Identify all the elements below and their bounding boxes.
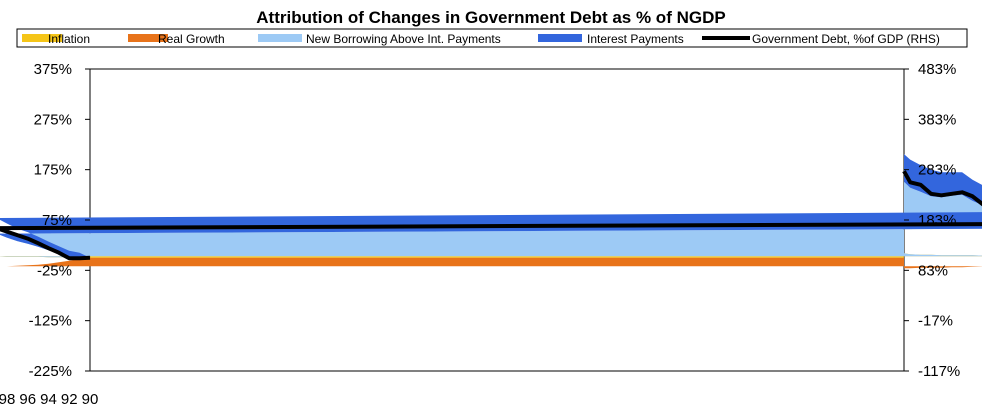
y-left-tick-label: 275% (34, 111, 72, 128)
x-tick-label: 96 (19, 391, 36, 408)
legend-swatch-new-borrowing-above-int-payments (258, 34, 302, 42)
y-axis-left: 375% 275% 175% 75% -25% -125% -225% (29, 61, 90, 380)
y-left-tick-label: -225% (29, 363, 72, 380)
y-left-tick-label: -125% (29, 313, 72, 330)
legend-label-interest-payments: Interest Payments (587, 32, 684, 46)
y-left-tick-label: 75% (42, 212, 72, 229)
y-left-tick-label: 175% (34, 162, 72, 179)
plot-area (0, 68, 982, 372)
y-right-tick-label: 483% (918, 61, 956, 78)
y-right-tick-label: 183% (918, 212, 956, 229)
x-tick-label: 92 (61, 391, 78, 408)
area-interest-payments (0, 154, 982, 258)
legend-swatch-interest-payments (538, 34, 582, 42)
x-tick-label: 94 (40, 391, 57, 408)
y-right-tick-label: 283% (918, 162, 956, 179)
legend-label-new-borrowing-above-int-payments: New Borrowing Above Int. Payments (306, 32, 501, 46)
y-axis-right: 483% 383% 283% 183% 83% -17% -117% (904, 61, 960, 380)
y-right-tick-label: 83% (918, 262, 948, 279)
legend-label-real-growth: Real Growth (158, 32, 225, 46)
area-layer (0, 154, 982, 269)
y-left-tick-label: 375% (34, 61, 72, 78)
area-real-growth (0, 257, 982, 269)
chart-title: Attribution of Changes in Government Deb… (256, 8, 725, 27)
line-government-debt-of-gdp-rhs (0, 170, 982, 261)
area-new-borrowing-above-int-payments (0, 181, 982, 258)
y-right-tick-label: 383% (918, 111, 956, 128)
legend: Inflation Real Growth New Borrowing Above … (16, 28, 968, 48)
x-axis: 9092949698000204060810 (0, 391, 98, 408)
y-right-tick-label: -17% (918, 313, 953, 330)
legend-swatch-real-growth (128, 34, 168, 42)
x-tick-label: 90 (82, 391, 99, 408)
y-right-tick-label: -117% (918, 363, 960, 380)
legend-swatch-inflation (22, 34, 62, 42)
line-layer (0, 170, 982, 261)
area-inflation (0, 253, 982, 258)
x-tick-label: 98 (0, 391, 15, 408)
y-left-tick-label: -25% (37, 262, 72, 279)
legend-label-inflation: Inflation (48, 32, 90, 46)
legend-label-government-debt-of-gdp-rhs: Government Debt, %of GDP (RHS) (752, 32, 940, 46)
legend-frame (16, 28, 968, 48)
